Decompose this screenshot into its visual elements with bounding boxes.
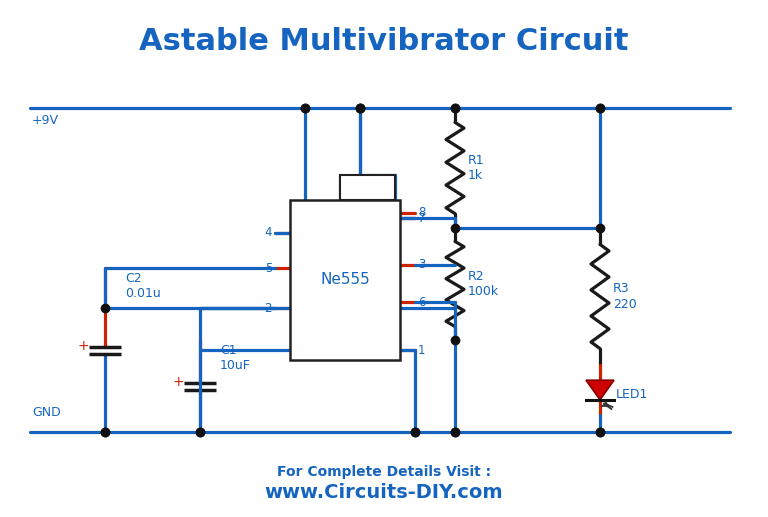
Text: 5: 5 xyxy=(265,262,272,275)
Bar xyxy=(340,175,395,200)
Text: 2: 2 xyxy=(264,301,272,314)
Text: LED1: LED1 xyxy=(616,388,648,402)
Text: 7: 7 xyxy=(418,211,425,224)
Text: Ne555: Ne555 xyxy=(320,272,370,287)
Bar xyxy=(290,200,400,360)
Text: R1
1k: R1 1k xyxy=(468,154,485,182)
Text: +: + xyxy=(172,374,184,388)
Text: +: + xyxy=(78,339,89,353)
Text: www.Circuits-DIY.com: www.Circuits-DIY.com xyxy=(265,482,503,501)
Text: For Complete Details Visit :: For Complete Details Visit : xyxy=(277,465,491,479)
Text: R3
220: R3 220 xyxy=(613,282,637,311)
Text: C2
0.01u: C2 0.01u xyxy=(125,272,161,300)
Polygon shape xyxy=(586,380,614,400)
Text: C1
10uF: C1 10uF xyxy=(220,344,251,372)
Text: +9V: +9V xyxy=(32,114,59,127)
Text: 4: 4 xyxy=(264,226,272,239)
Text: 6: 6 xyxy=(418,296,425,309)
Text: 1: 1 xyxy=(418,343,425,357)
Text: GND: GND xyxy=(32,406,61,419)
Text: Astable Multivibrator Circuit: Astable Multivibrator Circuit xyxy=(139,27,629,56)
Text: 8: 8 xyxy=(418,206,425,220)
Text: R2
100k: R2 100k xyxy=(468,270,499,298)
Text: 3: 3 xyxy=(418,258,425,271)
